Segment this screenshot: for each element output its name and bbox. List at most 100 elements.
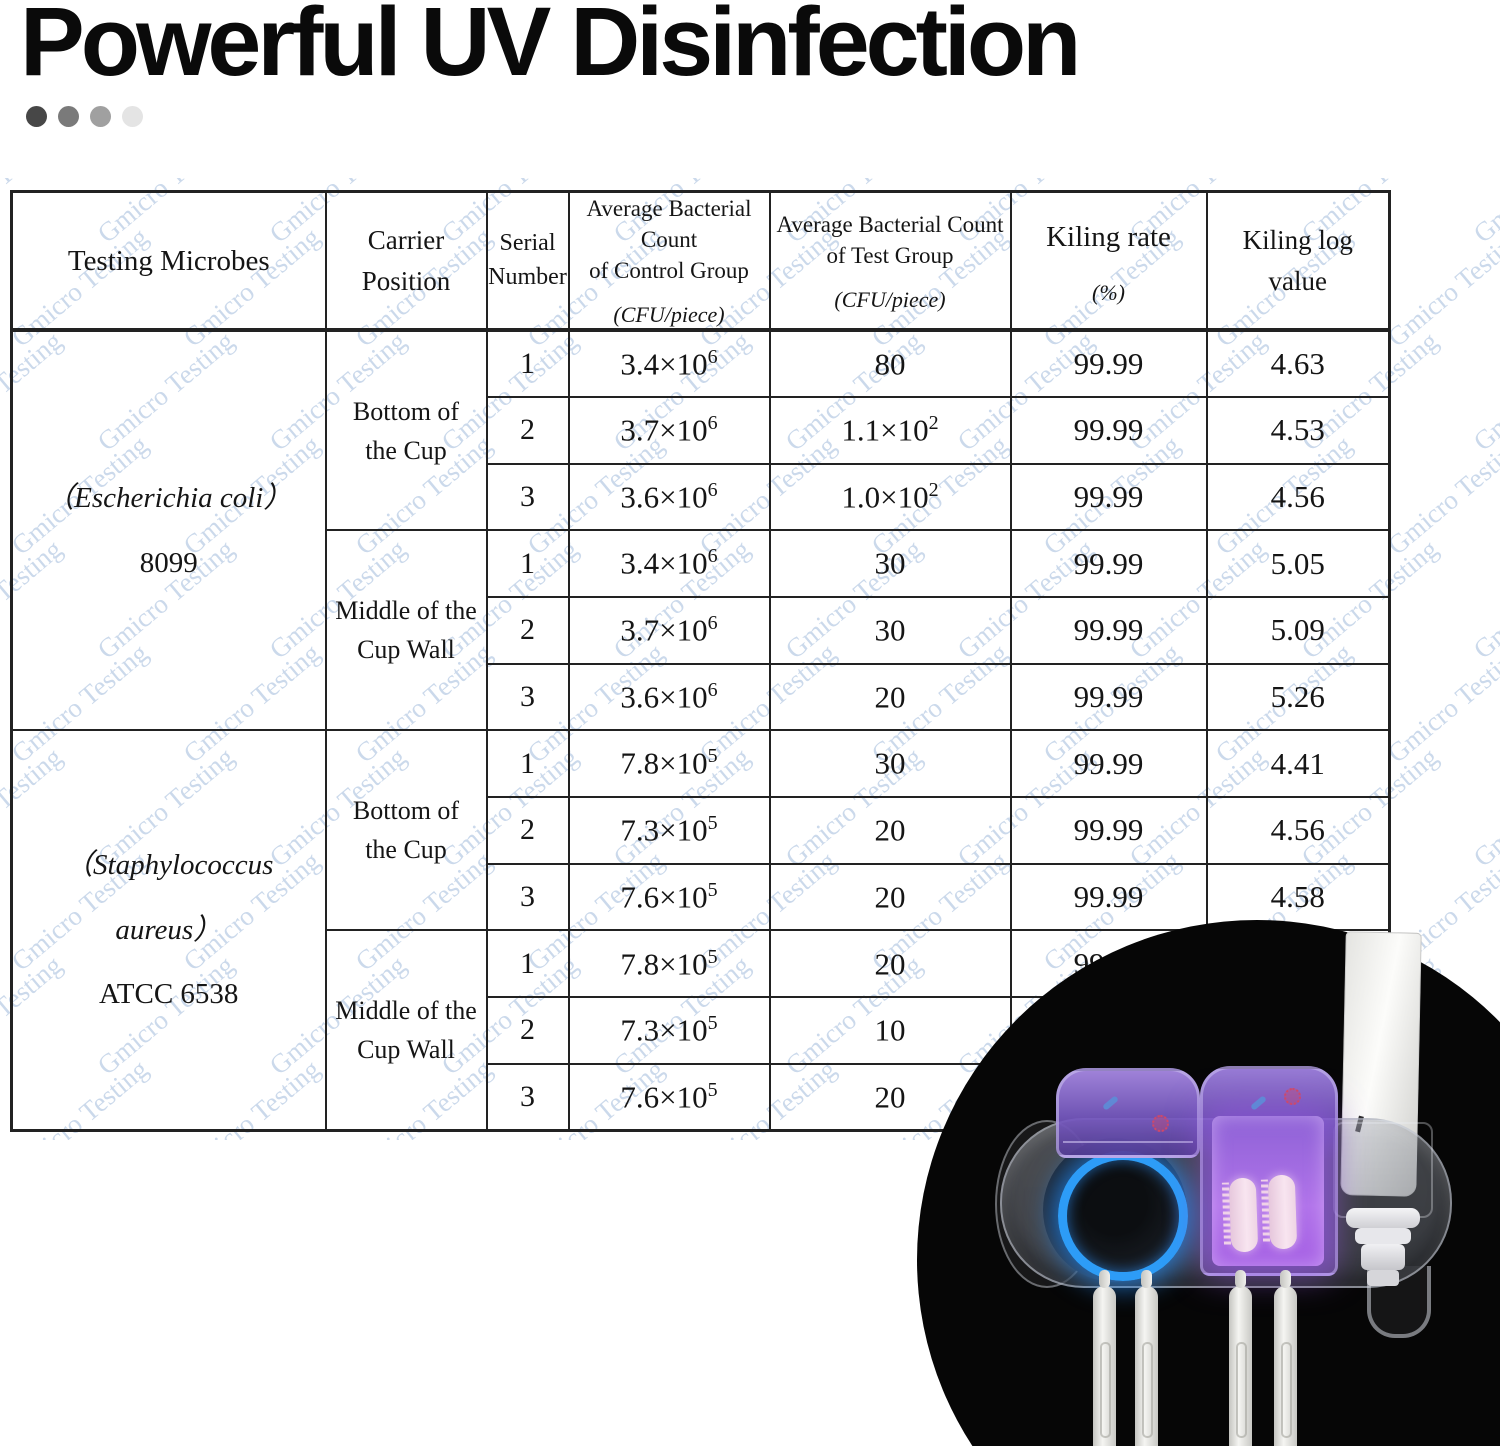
carousel-dot-4[interactable] (122, 106, 143, 127)
control-count-cell: 7.6×105 (567, 862, 771, 932)
uv-cup-left (1056, 1068, 1200, 1158)
control-count-cell: 7.3×105 (567, 795, 771, 865)
killing-rate-cell: 99.99 (1009, 662, 1208, 732)
test-count-cell: 1.1×102 (768, 395, 1012, 465)
header-testing-microbes: Testing Microbes (10, 190, 327, 333)
killing-rate-cell: 99.99 (1009, 862, 1208, 932)
serial-cell: 3 (485, 1062, 570, 1132)
killing-rate-cell: 99.99 (1009, 529, 1208, 598)
control-count-cell: 7.8×105 (567, 729, 771, 798)
control-count-cell: 7.8×105 (567, 929, 771, 999)
dispenser-ring (1355, 1228, 1411, 1244)
serial-cell: 3 (485, 862, 570, 932)
killing-rate-cell: 99.99 (1009, 395, 1208, 465)
toothpaste-holder (1333, 1122, 1433, 1218)
virus-icon (1284, 1088, 1301, 1105)
killing-log-cell: 5.26 (1205, 662, 1391, 732)
table-row: 2 7.3×105 20 99.99 4.56 (12, 795, 1391, 865)
serial-cell: 3 (485, 462, 570, 532)
header-serial-number: Serial Number (485, 190, 570, 333)
microbe-ecoli-cell: （Escherichia coli） 8099 (10, 329, 327, 732)
table-row: 3 7.6×105 20 99.99 4.58 (12, 862, 1391, 932)
test-count-cell: 20 (768, 795, 1012, 865)
watermark-text: Gmicro Testing (1467, 534, 1500, 665)
table-row: （Escherichia coli） 8099 Bottom of the Cup… (10, 329, 1391, 732)
header-carrier-position: Carrier Position (324, 190, 488, 333)
killing-log-cell: 4.58 (1205, 862, 1391, 932)
control-count-cell: 3.6×106 (567, 662, 771, 732)
test-count-cell: 80 (768, 329, 1012, 398)
toothbrush-handle (1229, 1270, 1252, 1446)
microbe-staph-cell: （Staphylococcus aureus） ATCC 6538 (10, 729, 327, 1132)
dispenser-ring (1346, 1208, 1420, 1228)
carousel-dot-3[interactable] (90, 106, 111, 127)
toothbrush-handle (1093, 1270, 1116, 1446)
header-killing-rate: Kiling rate (%) (1009, 190, 1208, 333)
watermark-text: Gmicro Testing (1467, 742, 1500, 873)
toothbrush-handle (1135, 1270, 1158, 1446)
toothbrush-head (1228, 1177, 1259, 1253)
table-header-row: Testing Microbes Carrier Position Serial… (10, 190, 1391, 333)
killing-log-cell: 5.05 (1205, 529, 1391, 598)
watermark-text: Gmicro Testing (1381, 637, 1500, 769)
killing-log-cell: 5.09 (1205, 595, 1391, 665)
serial-cell: 1 (485, 729, 570, 798)
test-count-cell: 30 (768, 729, 1012, 798)
control-count-cell: 3.7×106 (567, 395, 771, 465)
toothbrush-handle (1274, 1270, 1297, 1446)
serial-cell: 1 (485, 329, 570, 398)
killing-rate-cell: 99.99 (1009, 595, 1208, 665)
test-count-cell: 20 (768, 662, 1012, 732)
killing-rate-cell: 99.99 (1009, 462, 1208, 532)
dispenser-nozzle (1361, 1244, 1405, 1270)
control-count-cell: 3.6×106 (567, 462, 771, 532)
control-count-cell: 7.6×105 (567, 1062, 771, 1132)
table-row: （Staphylococcus aureus） ATCC 6538 Bottom… (10, 729, 1391, 1132)
carrier-cell: Bottom of the Cup (324, 729, 488, 932)
carrier-cell: Bottom of the Cup (324, 329, 488, 532)
table-row: 3 3.6×106 1.0×102 99.99 4.56 (12, 462, 1391, 532)
carousel-dots (26, 106, 143, 127)
carousel-dot-2[interactable] (58, 106, 79, 127)
serial-cell: 1 (485, 529, 570, 598)
control-count-cell: 7.3×105 (567, 996, 771, 1065)
killing-log-cell: 4.53 (1205, 395, 1391, 465)
serial-cell: 2 (485, 996, 570, 1065)
test-count-cell: 30 (768, 529, 1012, 598)
page-title: Powerful UV Disinfection (20, 0, 1081, 96)
test-count-cell: 10 (768, 996, 1012, 1065)
test-count-cell: 20 (768, 929, 1012, 999)
table-row: 2 3.7×106 1.1×102 99.99 4.53 (12, 395, 1391, 465)
uv-indicator-ring (1058, 1151, 1188, 1281)
table-row: Middle of the Cup Wall 1 3.4×106 30 99.99… (12, 529, 1391, 732)
serial-cell: 3 (485, 662, 570, 732)
dispenser-tip (1367, 1270, 1399, 1286)
killing-rate-cell: 99.99 (1009, 795, 1208, 865)
header-control-group: Average Bacterial Count of Control Group… (567, 190, 771, 333)
serial-cell: 1 (485, 929, 570, 999)
killing-log-cell: 4.56 (1205, 462, 1391, 532)
header-test-group: Average Bacterial Count of Test Group (C… (768, 190, 1012, 333)
disinfection-results-table: Testing Microbes Carrier Position Serial… (10, 190, 1391, 1132)
watermark-text: Gmicro Testing (1467, 178, 1500, 249)
product-photo (917, 920, 1500, 1446)
serial-cell: 2 (485, 595, 570, 665)
killing-log-cell: 4.63 (1205, 329, 1391, 398)
table-row: 3 3.6×106 20 99.99 5.26 (12, 662, 1391, 732)
serial-cell: 2 (485, 795, 570, 865)
virus-icon (1152, 1115, 1169, 1132)
killing-rate-cell: 99.99 (1009, 729, 1208, 798)
header-killing-log: Kiling log value (1205, 190, 1391, 333)
killing-log-cell: 4.56 (1205, 795, 1391, 865)
watermark-text: Gmicro Testing (1381, 429, 1500, 561)
test-count-cell: 20 (768, 862, 1012, 932)
watermark-text: Gmicro Testing (1381, 221, 1500, 353)
control-count-cell: 3.7×106 (567, 595, 771, 665)
control-count-cell: 3.4×106 (567, 529, 771, 598)
carousel-dot-1[interactable] (26, 106, 47, 127)
carrier-cell: Middle of the Cup Wall (324, 529, 488, 732)
killing-log-cell: 4.41 (1205, 729, 1391, 798)
table-row: 2 3.7×106 30 99.99 5.09 (12, 595, 1391, 665)
watermark-text: Gmicro Testing (1467, 326, 1500, 457)
carrier-cell: Middle of the Cup Wall (324, 929, 488, 1132)
